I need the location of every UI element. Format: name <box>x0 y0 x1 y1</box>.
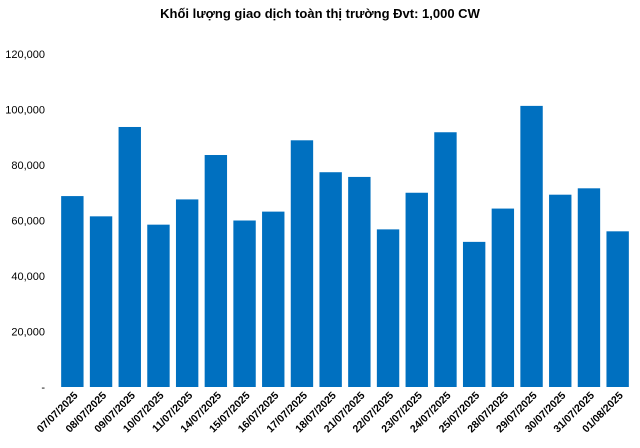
bar <box>262 211 285 387</box>
bar <box>319 172 342 387</box>
x-axis: 07/07/202508/07/202509/07/202510/07/2025… <box>35 390 626 436</box>
bar <box>118 126 141 387</box>
bar <box>175 199 199 387</box>
chart-title: Khối lượng giao dịch toàn thị trường Đvt… <box>160 6 480 21</box>
bar <box>405 192 428 387</box>
y-tick-label: 80,000 <box>11 160 45 172</box>
bar <box>61 196 84 387</box>
bar <box>606 231 629 387</box>
bar <box>204 155 228 387</box>
bar <box>491 208 515 387</box>
bar <box>577 188 601 387</box>
y-tick-label: 60,000 <box>11 216 45 228</box>
bar <box>462 241 486 387</box>
y-axis: - 20,000 40,000 60,000 80,000 100,000 120,000 <box>5 49 45 394</box>
y-tick-label: 120,000 <box>5 49 45 61</box>
bars <box>61 105 629 387</box>
bar <box>549 194 572 387</box>
bar <box>290 140 314 387</box>
bar <box>233 220 256 387</box>
bar <box>434 132 457 387</box>
y-tick-label: 40,000 <box>11 271 45 283</box>
bar <box>520 105 543 387</box>
y-tick-label: 20,000 <box>11 327 45 339</box>
bar <box>348 176 371 387</box>
bar <box>147 224 170 387</box>
bar <box>89 216 113 387</box>
y-tick-label: 100,000 <box>5 105 45 117</box>
bar <box>376 229 400 387</box>
y-tick-label: - <box>41 382 45 394</box>
